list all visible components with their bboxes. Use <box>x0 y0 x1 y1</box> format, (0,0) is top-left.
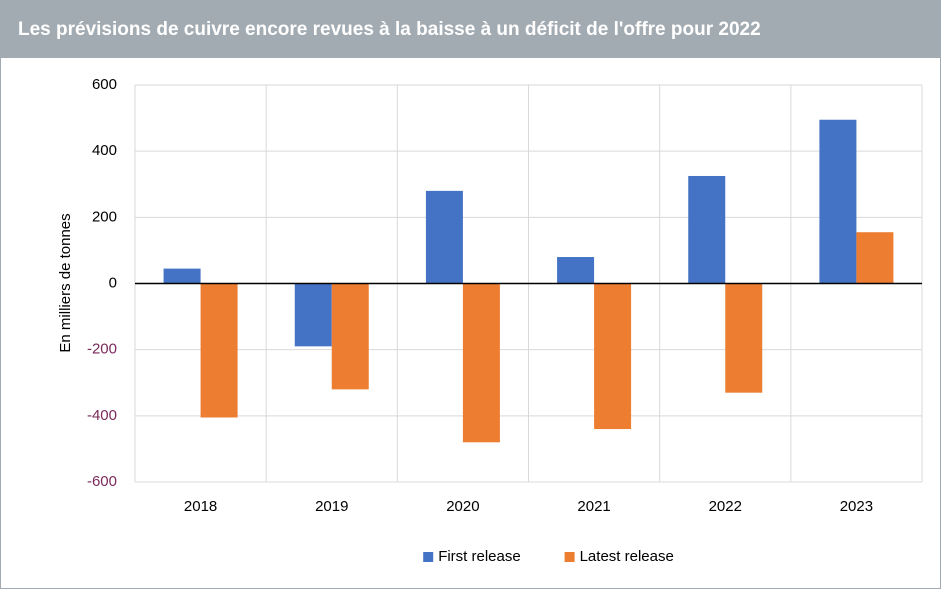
y-tick-label: 0 <box>109 274 117 291</box>
bar <box>557 257 595 284</box>
y-tick-label: 200 <box>92 208 117 225</box>
x-tick-label: 2022 <box>709 498 742 515</box>
bar <box>200 283 238 418</box>
y-tick-label: 600 <box>92 76 117 93</box>
y-tick-label: 400 <box>92 142 117 159</box>
y-tick-label: -200 <box>87 341 117 358</box>
bar <box>819 119 857 284</box>
bar <box>294 283 332 347</box>
bar <box>425 190 463 284</box>
header-bar <box>0 0 941 58</box>
y-axis-label: En milliers de tonnes <box>57 213 74 352</box>
y-tick-label: -400 <box>87 407 117 424</box>
bar <box>856 232 894 284</box>
legend-swatch <box>423 552 434 562</box>
x-tick-label: 2019 <box>315 498 348 515</box>
bar <box>331 283 369 390</box>
bar <box>163 268 201 284</box>
bar <box>688 175 726 284</box>
legend-label: First release <box>438 548 521 565</box>
bar <box>462 283 500 443</box>
chart-title: Les prévisions de cuivre encore revues à… <box>18 19 761 40</box>
x-tick-label: 2021 <box>577 498 610 515</box>
y-tick-label: -600 <box>87 473 117 490</box>
x-tick-label: 2018 <box>184 498 217 515</box>
bar <box>725 283 763 393</box>
bar <box>594 283 632 430</box>
x-tick-label: 2020 <box>446 498 479 515</box>
x-tick-label: 2023 <box>840 498 873 515</box>
legend-label: Latest release <box>580 548 674 565</box>
legend-swatch <box>564 552 575 562</box>
